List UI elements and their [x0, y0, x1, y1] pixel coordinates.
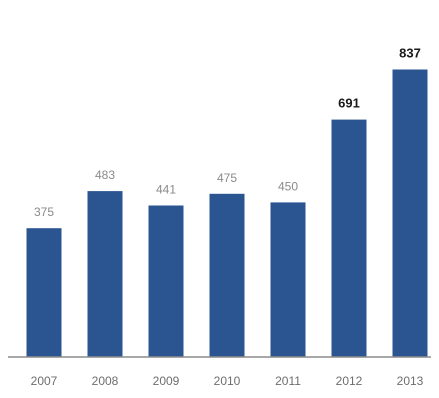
data-label-2009: 441: [156, 183, 176, 197]
x-tick-labels-layer: 2007 2008 2009 2010 2011 2012 2013: [31, 374, 424, 388]
x-tick-label-2008: 2008: [92, 374, 119, 388]
bar-2007: [26, 228, 62, 357]
bar-2011: [270, 202, 306, 357]
bar-2012: [331, 119, 367, 357]
data-label-2011: 450: [278, 179, 298, 193]
data-label-2010: 475: [217, 171, 237, 185]
bar-2009: [148, 205, 184, 357]
bars-layer: [26, 69, 428, 357]
data-label-2007: 375: [34, 205, 54, 219]
bar-2008: [87, 191, 123, 357]
bar-2013: [392, 69, 428, 357]
x-tick-label-2013: 2013: [397, 374, 424, 388]
data-label-2012: 691: [338, 96, 360, 111]
x-tick-label-2011: 2011: [275, 374, 301, 388]
data-labels-layer: 375 483 441 475 450 691 837: [34, 46, 421, 220]
x-tick-label-2009: 2009: [153, 374, 180, 388]
x-tick-label-2007: 2007: [31, 374, 58, 388]
x-tick-label-2012: 2012: [336, 374, 363, 388]
x-tick-label-2010: 2010: [214, 374, 241, 388]
bar-2010: [209, 193, 245, 357]
data-label-2013: 837: [399, 46, 421, 61]
data-label-2008: 483: [95, 168, 115, 182]
